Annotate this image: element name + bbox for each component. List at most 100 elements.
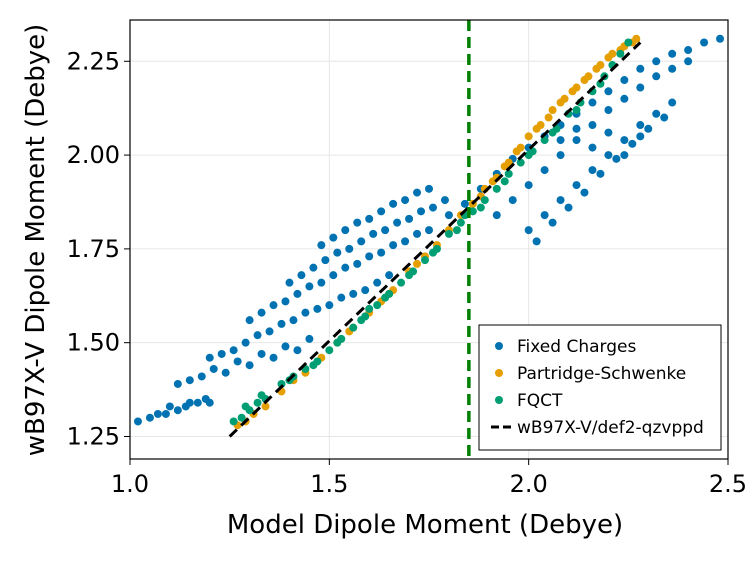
data-point [305,334,314,343]
data-point [500,177,509,186]
data-point [361,286,370,295]
data-point [544,113,553,122]
data-point [389,199,398,208]
data-point [185,376,194,385]
data-point [313,304,322,313]
y-axis-label: wB97X-V Dipole Moment (Debye) [21,24,51,457]
data-point [572,181,581,190]
data-point [716,34,725,43]
data-point [309,361,318,370]
data-point [205,353,214,362]
data-point [516,158,525,167]
data-point [373,278,382,287]
data-point [492,184,501,193]
data-point [444,229,453,238]
data-point [261,402,270,411]
data-point [229,417,238,426]
data-point [460,199,469,208]
data-point [604,87,613,96]
y-tick-label: 1.75 [67,235,120,263]
data-point [504,158,513,167]
data-point [580,188,589,197]
data-point [636,64,645,73]
data-point [428,203,437,212]
data-point [277,319,286,328]
data-point [257,349,266,358]
data-point [540,211,549,220]
data-point [293,346,302,355]
data-point [548,218,557,227]
data-point [572,106,581,115]
data-point [604,151,613,160]
data-point [604,53,613,62]
data-point [568,87,577,96]
data-point [492,211,501,220]
data-point [405,271,414,280]
data-point [588,166,597,175]
data-point [556,151,565,160]
data-point [428,248,437,257]
data-point [185,398,194,407]
data-point [532,124,541,133]
y-tick-label: 2.00 [67,141,120,169]
data-point [620,94,629,103]
data-point [349,323,358,332]
data-point [389,241,398,250]
data-point [684,57,693,66]
data-point [257,308,266,317]
data-point [257,391,266,400]
data-point [588,98,597,107]
data-point [540,166,549,175]
data-point [165,402,174,411]
legend-marker [495,396,503,404]
legend-label: wB97X-V/def2-qzvppd [517,418,704,438]
data-point [604,128,613,137]
legend-marker [495,369,503,377]
legend: Fixed Charges Partridge-Schwenke FQCT wB97X… [478,324,722,451]
data-point [353,218,362,227]
data-point [405,214,414,223]
data-point [456,218,465,227]
data-point [632,34,641,43]
data-point [253,331,262,340]
data-point [285,278,294,287]
x-tick-label: 2.5 [709,470,747,498]
data-point [197,372,206,381]
data-point [516,143,525,152]
data-point [668,98,677,107]
data-point [357,237,366,246]
data-point [532,237,541,246]
data-point [377,248,386,257]
data-point [401,196,410,205]
x-tick-label: 1.5 [310,470,348,498]
data-point [572,136,581,145]
data-point [369,229,378,238]
data-point [173,406,182,415]
data-point [325,346,334,355]
data-point [321,256,330,265]
data-point [365,252,374,261]
data-point [329,271,338,280]
data-point [564,203,573,212]
legend-label: Fixed Charges [517,337,636,357]
plot-frame [129,19,729,460]
x-axis-label: Model Dipole Moment (Debye) [227,510,623,540]
data-point [233,357,242,366]
data-point [269,353,278,362]
data-point [425,226,433,235]
data-point [133,417,142,426]
data-point [305,282,314,291]
data-point [548,128,557,137]
data-point [636,121,645,130]
data-point [604,106,613,115]
data-point [353,259,362,268]
data-point [289,316,298,325]
data-point [620,151,629,160]
data-point [488,177,497,186]
data-point [684,46,693,55]
data-point [349,289,358,298]
data-point [209,364,218,373]
data-point [293,289,302,298]
data-point [700,38,709,47]
